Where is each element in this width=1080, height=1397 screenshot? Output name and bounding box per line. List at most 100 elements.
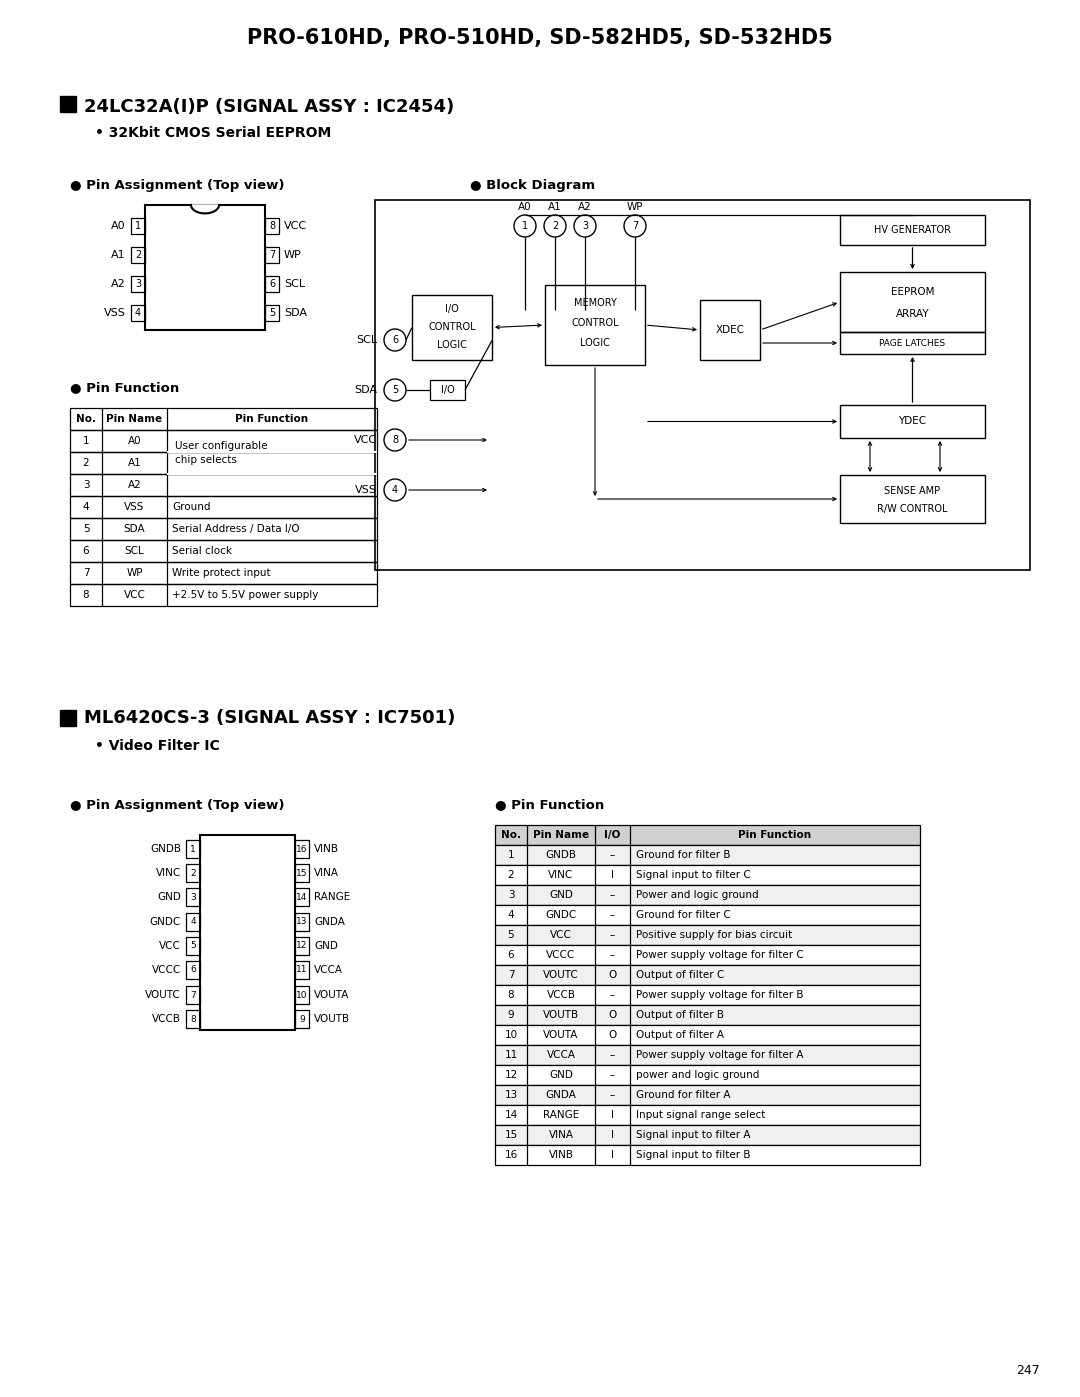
Bar: [495, 865, 920, 886]
Text: VCC: VCC: [550, 930, 572, 940]
Bar: [840, 475, 985, 522]
Text: Ground for filter C: Ground for filter C: [636, 909, 731, 921]
Text: Pin Name: Pin Name: [107, 414, 163, 425]
Text: VCCB: VCCB: [152, 1014, 181, 1024]
Text: Power supply voltage for filter C: Power supply voltage for filter C: [636, 950, 804, 960]
Text: 6: 6: [508, 950, 514, 960]
Text: –: –: [610, 1070, 616, 1080]
Text: –: –: [610, 1090, 616, 1099]
Text: VINB: VINB: [314, 844, 339, 854]
Text: SDA: SDA: [284, 307, 307, 319]
Bar: [70, 430, 377, 453]
Text: SENSE AMP: SENSE AMP: [885, 486, 941, 496]
Text: 8: 8: [190, 1014, 195, 1024]
Bar: [295, 888, 309, 907]
Text: 8: 8: [508, 990, 514, 1000]
Text: Pin Name: Pin Name: [532, 830, 589, 840]
Text: WP: WP: [126, 569, 143, 578]
Bar: [70, 562, 377, 584]
Text: Serial Address / Data I/O: Serial Address / Data I/O: [172, 524, 299, 534]
Text: YDEC: YDEC: [899, 416, 927, 426]
Bar: [265, 305, 279, 321]
Text: 7: 7: [632, 221, 638, 231]
Bar: [295, 961, 309, 979]
Text: SDA: SDA: [354, 386, 377, 395]
Text: –: –: [610, 890, 616, 900]
Text: Signal input to filter C: Signal input to filter C: [636, 870, 751, 880]
Bar: [495, 1105, 920, 1125]
Bar: [265, 247, 279, 263]
Text: 1: 1: [190, 845, 195, 854]
Bar: [70, 541, 377, 562]
Bar: [186, 863, 200, 882]
Bar: [495, 1125, 920, 1146]
Text: 13: 13: [504, 1090, 517, 1099]
Text: Power supply voltage for filter B: Power supply voltage for filter B: [636, 990, 804, 1000]
Text: GNDB: GNDB: [150, 844, 181, 854]
Text: VCC: VCC: [123, 590, 146, 599]
Bar: [375, 200, 1030, 570]
Text: A0: A0: [127, 436, 141, 446]
Text: RANGE: RANGE: [543, 1111, 579, 1120]
Text: GNDB: GNDB: [545, 849, 577, 861]
Text: Signal input to filter A: Signal input to filter A: [636, 1130, 751, 1140]
Text: 4: 4: [135, 307, 141, 319]
Text: A1: A1: [111, 250, 126, 260]
Bar: [295, 840, 309, 858]
Text: VCCB: VCCB: [546, 990, 576, 1000]
Text: VCC: VCC: [159, 942, 181, 951]
Bar: [70, 474, 377, 496]
Text: I/O: I/O: [445, 305, 459, 314]
Bar: [131, 247, 145, 263]
Text: Ground: Ground: [172, 502, 211, 511]
Bar: [265, 277, 279, 292]
Bar: [70, 518, 377, 541]
Text: –: –: [610, 909, 616, 921]
Text: No.: No.: [501, 830, 521, 840]
Bar: [60, 710, 76, 726]
Text: • 32Kbit CMOS Serial EEPROM: • 32Kbit CMOS Serial EEPROM: [95, 126, 332, 140]
Text: VINC: VINC: [549, 870, 573, 880]
Bar: [495, 1146, 920, 1165]
Text: 14: 14: [504, 1111, 517, 1120]
Bar: [295, 1010, 309, 1028]
Bar: [495, 1045, 920, 1065]
Bar: [70, 584, 377, 606]
Bar: [131, 305, 145, 321]
Text: 7: 7: [508, 970, 514, 981]
Text: 4: 4: [190, 918, 195, 926]
Text: Output of filter C: Output of filter C: [636, 970, 725, 981]
Bar: [295, 863, 309, 882]
Text: 5: 5: [392, 386, 399, 395]
Text: GNDA: GNDA: [545, 1090, 577, 1099]
Text: Write protect input: Write protect input: [172, 569, 271, 578]
Bar: [545, 285, 645, 365]
Text: 10: 10: [296, 990, 308, 999]
Text: 24LC32A(I)P (SIGNAL ASSY : IC2454): 24LC32A(I)P (SIGNAL ASSY : IC2454): [84, 98, 455, 116]
Bar: [430, 380, 465, 400]
Text: 4: 4: [83, 502, 90, 511]
Text: HV GENERATOR: HV GENERATOR: [874, 225, 951, 235]
Bar: [186, 986, 200, 1004]
Text: I: I: [611, 870, 615, 880]
Text: GNDC: GNDC: [150, 916, 181, 928]
Text: VCC: VCC: [354, 434, 377, 446]
Text: VOUTC: VOUTC: [543, 970, 579, 981]
Text: 16: 16: [296, 845, 308, 854]
Text: 7: 7: [190, 990, 195, 999]
Text: 10: 10: [504, 1030, 517, 1039]
Text: –: –: [610, 1051, 616, 1060]
Text: 4: 4: [508, 909, 514, 921]
Text: GND: GND: [549, 890, 572, 900]
Bar: [295, 986, 309, 1004]
Text: Power supply voltage for filter A: Power supply voltage for filter A: [636, 1051, 804, 1060]
Polygon shape: [191, 205, 219, 214]
Text: WP: WP: [626, 203, 644, 212]
Text: A1: A1: [549, 203, 562, 212]
Text: PAGE LATCHES: PAGE LATCHES: [879, 338, 946, 348]
Text: Positive supply for bias circuit: Positive supply for bias circuit: [636, 930, 793, 940]
Text: 12: 12: [296, 942, 308, 950]
Text: SCL: SCL: [124, 546, 145, 556]
Text: I: I: [611, 1150, 615, 1160]
Bar: [186, 914, 200, 930]
